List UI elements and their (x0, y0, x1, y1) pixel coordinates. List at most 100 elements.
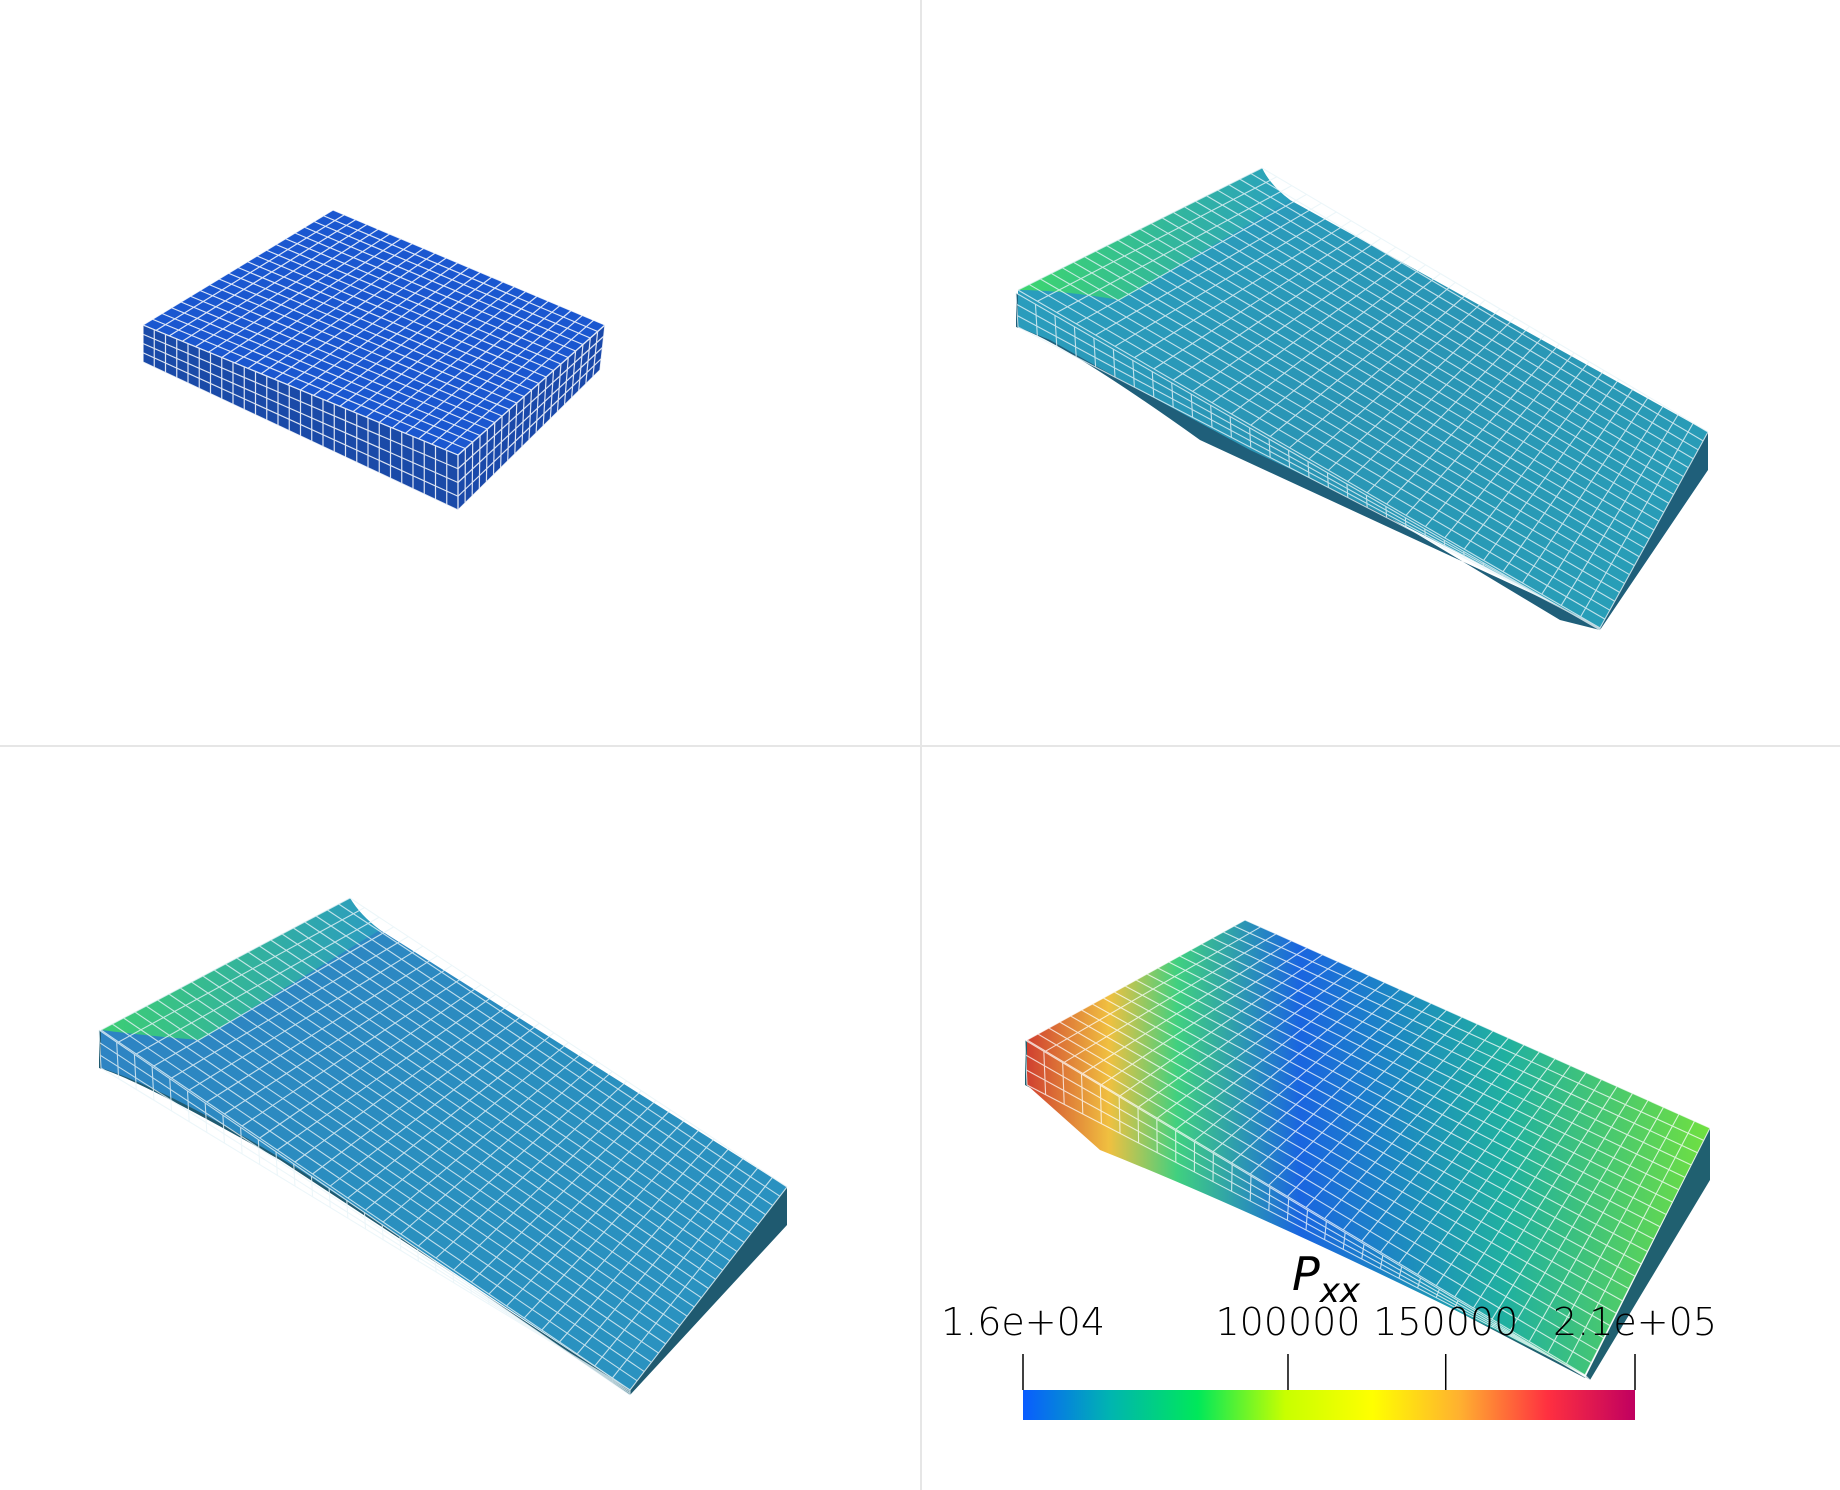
mesh-line (1231, 995, 1416, 1164)
mesh-line (1472, 1311, 1478, 1318)
mesh-line (234, 243, 413, 364)
mesh-line (1398, 1266, 1403, 1279)
mesh-line (142, 361, 459, 511)
mesh-line (294, 1003, 511, 1163)
mesh-line (1118, 1096, 1121, 1134)
mesh-line (1054, 315, 1058, 348)
mesh-line (457, 335, 605, 470)
mesh-line (186, 1090, 190, 1122)
mesh-line (1026, 1069, 1587, 1378)
mesh-line (1156, 968, 1354, 1119)
mesh-line (1510, 1334, 1515, 1337)
mesh-line (1307, 461, 1310, 478)
mesh-line (1172, 237, 1382, 381)
mesh-line (399, 1236, 402, 1251)
mesh-line (1132, 360, 1135, 388)
mesh-line (435, 1080, 628, 1259)
mesh-line (135, 916, 380, 1055)
mesh-line (1137, 1107, 1140, 1144)
mesh-line (594, 1167, 759, 1367)
mesh-line (1361, 1044, 1525, 1242)
mesh-line (1210, 405, 1213, 428)
block-top-face (143, 210, 605, 455)
colorbar-max-label: 2.1e+05 (1553, 1300, 1717, 1344)
mesh-line (1080, 1073, 1084, 1115)
mesh-line (1435, 1289, 1440, 1298)
mesh-line (118, 907, 365, 1043)
mesh-line (1037, 176, 1278, 302)
mesh-line (1268, 1009, 1447, 1186)
mesh-line (365, 290, 527, 418)
mesh-line (247, 247, 425, 369)
view-bottom-left[interactable] (98, 897, 788, 1396)
mesh-line (346, 1200, 349, 1219)
mesh-line (1269, 281, 1456, 437)
mesh-line (559, 1148, 730, 1343)
colorbar-title: Pxx (1292, 1247, 1361, 1311)
mesh-line (1444, 361, 1590, 539)
mesh-line (434, 1261, 437, 1272)
mesh-line (1268, 438, 1271, 458)
mesh-line (1472, 1086, 1618, 1309)
mesh-line (100, 1067, 631, 1391)
plate-top-face (1027, 920, 1710, 1375)
mesh-line (168, 219, 356, 337)
mesh-line (363, 1212, 367, 1230)
mesh-line (1366, 326, 1530, 494)
mesh-line (221, 238, 402, 359)
mesh-line (1560, 414, 1679, 606)
mesh-line (1361, 1243, 1365, 1260)
mesh-line (1075, 193, 1307, 325)
mesh-line (457, 369, 601, 511)
mesh-line (431, 314, 583, 445)
mesh-line (310, 1175, 314, 1197)
colorbar: Pxx 1.6e+04 100000 150000 2.1e+05 (941, 1247, 1717, 1420)
mesh-line (457, 324, 606, 456)
mesh-line (1483, 378, 1620, 561)
colorbar-ticks: 1.6e+04 100000 150000 2.1e+05 (941, 1300, 1717, 1390)
mesh-line (151, 1066, 155, 1101)
mesh-line (457, 347, 603, 483)
mesh-line (1521, 396, 1649, 584)
mesh-line (365, 1042, 569, 1211)
mesh-line (1491, 1322, 1497, 1328)
mesh-line (260, 252, 436, 375)
mesh-line (1305, 1209, 1309, 1231)
mesh-line (1541, 405, 1664, 595)
mesh-line (100, 897, 351, 1031)
view-top-left[interactable] (142, 209, 606, 511)
block-front-face (458, 325, 605, 510)
mesh-line (1151, 371, 1155, 398)
mesh-line (1119, 954, 1323, 1097)
plate-edge-highlight (101, 898, 380, 1040)
mesh-line (1026, 919, 1246, 1041)
mesh-line (1153, 229, 1367, 370)
mesh-line (1024, 1039, 1591, 1381)
mesh-line (523, 1128, 701, 1319)
mesh-line (418, 310, 572, 440)
mesh-line (142, 342, 459, 484)
mesh-line (400, 1061, 598, 1235)
view-top-right[interactable] (1015, 167, 1709, 631)
mesh-line (1289, 290, 1471, 449)
mesh-line (339, 281, 504, 407)
mesh-line (1491, 1093, 1633, 1320)
mesh-line (1405, 343, 1560, 516)
mesh-line (313, 271, 481, 396)
mesh-line (1043, 1051, 1047, 1095)
colorbar-tick-1-label: 150000 (1373, 1300, 1518, 1344)
mesh-line (1063, 933, 1277, 1063)
view-bottom-right[interactable] (1024, 919, 1711, 1381)
mesh-line (1175, 975, 1370, 1130)
block-mesh-grid (142, 209, 606, 511)
mesh-line (457, 358, 602, 497)
mesh-line (1025, 1054, 1589, 1379)
mesh-line (208, 233, 390, 353)
mesh-line (1229, 416, 1232, 438)
mesh-line (1231, 1164, 1233, 1192)
mesh-line (1326, 472, 1329, 488)
mesh-line (275, 1151, 278, 1176)
mesh-line (1528, 1106, 1664, 1342)
mesh-line (1417, 1277, 1422, 1289)
